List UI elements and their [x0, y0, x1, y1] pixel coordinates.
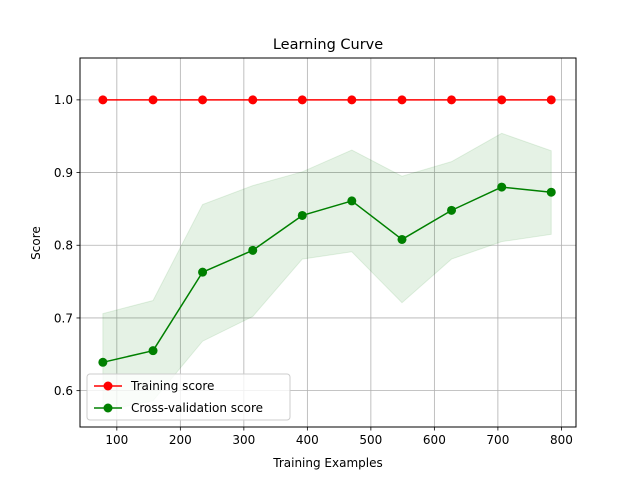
marker-series-1	[546, 187, 556, 197]
x-tick-label: 700	[486, 433, 509, 447]
marker-series-0	[397, 95, 407, 105]
legend-label-training: Training score	[130, 379, 214, 393]
y-tick-label: 0.6	[54, 384, 73, 398]
series-lines	[102, 99, 552, 364]
x-tick-label: 400	[296, 433, 319, 447]
band-series-1	[102, 132, 552, 412]
x-tick-label: 100	[105, 433, 128, 447]
legend-label-cross-validation: Cross-validation score	[131, 401, 263, 415]
marker-series-0	[198, 95, 208, 105]
marker-series-1	[297, 210, 307, 220]
x-tick-label: 200	[169, 433, 192, 447]
axis-ticks: 100 200 300 400 500 600 700 800 0.6 0.7 0.8 0.9 1.0	[54, 93, 573, 447]
y-tick-label: 0.8	[54, 239, 73, 253]
x-axis-label: Training Examples	[272, 456, 382, 470]
series-markers	[98, 95, 556, 367]
x-tick-label: 600	[423, 433, 446, 447]
x-tick-label: 500	[359, 433, 382, 447]
marker-series-0	[347, 95, 357, 105]
chart-title: Learning Curve	[273, 37, 383, 53]
marker-series-0	[297, 95, 307, 105]
marker-series-1	[148, 346, 158, 356]
line-series-1	[102, 186, 552, 364]
marker-series-1	[397, 234, 407, 244]
marker-series-0	[447, 95, 457, 105]
y-axis-label: Score	[29, 226, 43, 260]
x-tick-label: 800	[550, 433, 573, 447]
marker-series-1	[98, 357, 108, 367]
x-tick-label: 300	[232, 433, 255, 447]
marker-series-0	[98, 95, 108, 105]
marker-series-1	[347, 196, 357, 206]
marker-series-1	[248, 245, 258, 255]
y-tick-label: 0.7	[54, 311, 73, 325]
legend: Training score Cross-validation score	[86, 373, 291, 421]
legend-marker-cross-validation	[103, 403, 113, 413]
marker-series-0	[148, 95, 158, 105]
y-tick-label: 0.9	[54, 166, 73, 180]
legend-marker-training	[103, 381, 113, 391]
marker-series-0	[248, 95, 258, 105]
marker-series-1	[198, 267, 208, 277]
y-tick-label: 1.0	[54, 93, 73, 107]
marker-series-0	[497, 95, 507, 105]
marker-series-0	[546, 95, 556, 105]
marker-series-1	[497, 182, 507, 192]
plot-frame	[79, 57, 577, 428]
marker-series-1	[447, 205, 457, 215]
legend-box	[86, 373, 291, 421]
